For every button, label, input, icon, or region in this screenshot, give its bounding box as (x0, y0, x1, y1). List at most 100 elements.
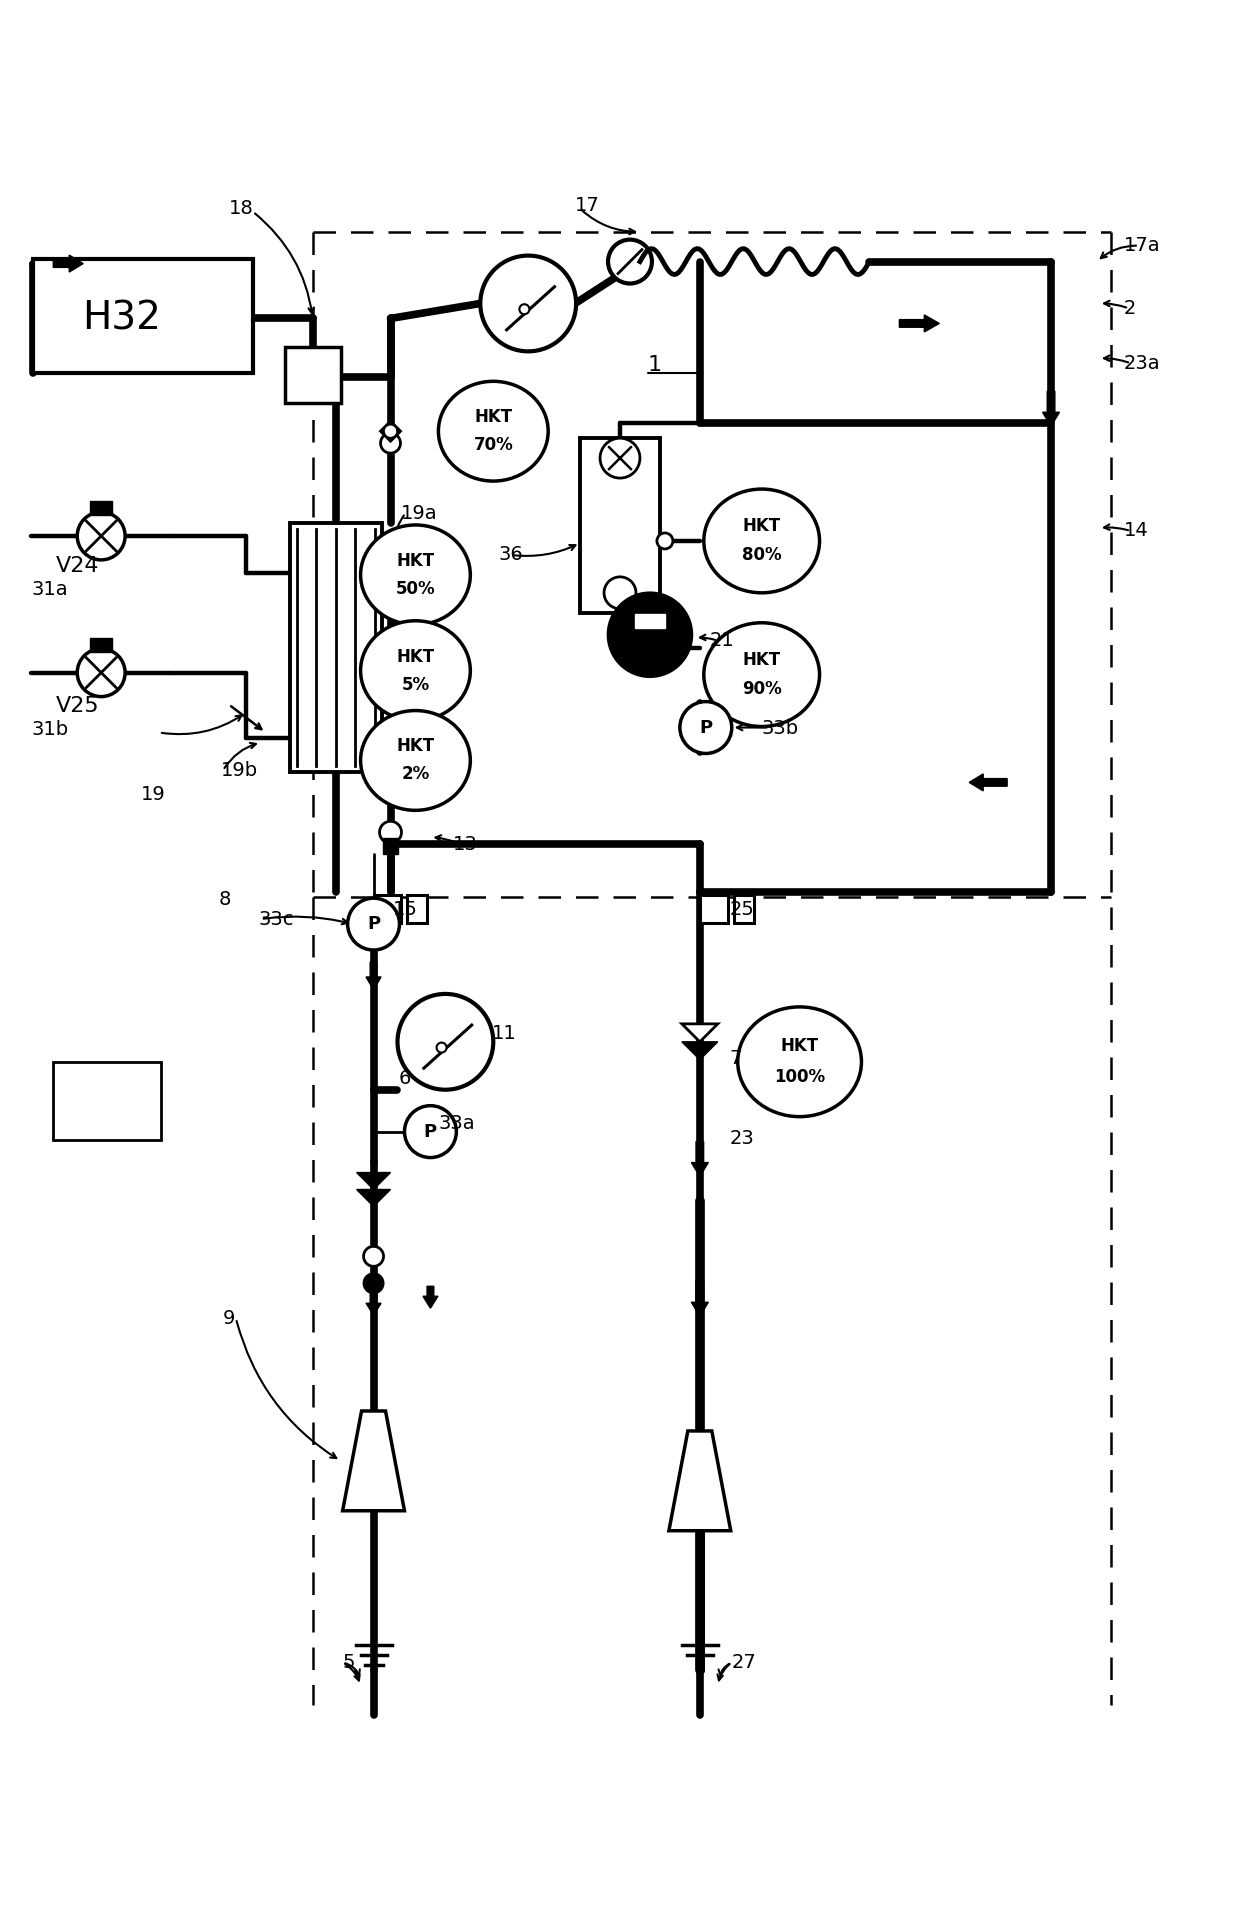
Text: 15: 15 (393, 899, 418, 919)
Circle shape (600, 438, 640, 479)
Polygon shape (378, 419, 403, 444)
Text: 100%: 100% (774, 1069, 825, 1086)
Circle shape (363, 1245, 383, 1267)
Text: HKT: HKT (474, 407, 512, 427)
FancyArrow shape (1043, 392, 1059, 427)
Text: 11: 11 (492, 1024, 517, 1044)
Text: 21: 21 (709, 630, 734, 650)
Circle shape (480, 256, 577, 352)
Bar (408, 896, 428, 923)
Text: 31b: 31b (31, 721, 68, 740)
Circle shape (379, 821, 402, 844)
Bar (580, 438, 660, 613)
Text: V25: V25 (56, 696, 100, 715)
Text: 6: 6 (398, 1069, 410, 1088)
Polygon shape (682, 1024, 718, 1042)
Text: 33a: 33a (439, 1115, 475, 1134)
Circle shape (680, 702, 732, 753)
Bar (699, 896, 728, 923)
Text: 27: 27 (732, 1653, 756, 1672)
FancyArrow shape (692, 1282, 708, 1317)
Text: 19: 19 (141, 784, 166, 803)
Circle shape (347, 898, 399, 949)
Text: 31a: 31a (31, 580, 68, 600)
Text: 7: 7 (730, 1049, 742, 1069)
Text: 19a: 19a (401, 504, 438, 523)
Circle shape (657, 532, 673, 550)
Bar (91, 638, 112, 652)
Bar (285, 348, 341, 404)
Bar (734, 896, 754, 923)
Text: 70%: 70% (474, 436, 513, 454)
Text: 90%: 90% (742, 680, 781, 698)
FancyArrow shape (970, 775, 1007, 790)
FancyArrow shape (366, 1294, 381, 1315)
Bar (382, 838, 398, 853)
Text: HKT: HKT (397, 648, 434, 665)
Text: 14: 14 (1123, 521, 1148, 540)
Bar (91, 502, 112, 515)
Text: H32: H32 (82, 300, 160, 338)
Text: HKT: HKT (780, 1038, 818, 1055)
Circle shape (436, 1042, 446, 1053)
Text: 33c: 33c (259, 909, 294, 928)
Polygon shape (342, 1411, 404, 1511)
Circle shape (608, 592, 692, 677)
Text: 17a: 17a (1123, 236, 1161, 256)
Text: P: P (424, 1122, 436, 1140)
Text: 2: 2 (1123, 300, 1136, 317)
Ellipse shape (361, 525, 470, 625)
Text: 23a: 23a (1123, 354, 1161, 373)
Circle shape (381, 432, 401, 454)
Text: 5%: 5% (402, 677, 429, 694)
Text: HKT: HKT (397, 738, 434, 755)
Text: 80%: 80% (742, 546, 781, 565)
Bar (33, 259, 253, 373)
Circle shape (386, 427, 396, 436)
Circle shape (520, 304, 529, 313)
Text: 13: 13 (453, 834, 477, 853)
Text: 9: 9 (223, 1309, 236, 1328)
Circle shape (362, 1272, 384, 1294)
Text: 50%: 50% (396, 580, 435, 598)
Text: HKT: HKT (743, 517, 781, 536)
Ellipse shape (704, 488, 820, 592)
Text: HKT: HKT (743, 652, 781, 669)
Text: P: P (699, 719, 712, 736)
Text: 2%: 2% (402, 765, 429, 784)
Ellipse shape (361, 621, 470, 721)
Text: 25: 25 (730, 899, 755, 919)
Ellipse shape (361, 711, 470, 811)
Bar (635, 613, 665, 628)
Text: 17: 17 (575, 196, 600, 215)
FancyArrow shape (53, 256, 83, 273)
Text: 18: 18 (229, 200, 254, 219)
FancyArrow shape (692, 1142, 708, 1176)
Text: P: P (367, 915, 381, 932)
Text: HKT: HKT (397, 552, 434, 571)
Bar (290, 523, 382, 773)
Text: 36: 36 (498, 546, 523, 565)
Text: 33b: 33b (761, 719, 799, 738)
Polygon shape (357, 1172, 391, 1190)
Polygon shape (682, 1042, 718, 1059)
Text: 5: 5 (342, 1653, 355, 1672)
Text: 19b: 19b (221, 761, 258, 780)
Circle shape (77, 650, 125, 696)
Circle shape (604, 577, 636, 609)
Ellipse shape (439, 381, 548, 480)
FancyArrow shape (899, 315, 939, 333)
Text: 23: 23 (730, 1128, 754, 1147)
Circle shape (404, 1105, 456, 1157)
Text: 1: 1 (649, 356, 662, 375)
Circle shape (77, 511, 125, 559)
Polygon shape (357, 1190, 391, 1207)
Polygon shape (668, 1432, 730, 1530)
FancyArrow shape (366, 963, 381, 990)
Ellipse shape (738, 1007, 862, 1117)
Bar (53, 1061, 161, 1140)
FancyArrow shape (423, 1286, 438, 1309)
Text: V24: V24 (56, 555, 99, 577)
Bar (373, 896, 402, 923)
Ellipse shape (704, 623, 820, 727)
